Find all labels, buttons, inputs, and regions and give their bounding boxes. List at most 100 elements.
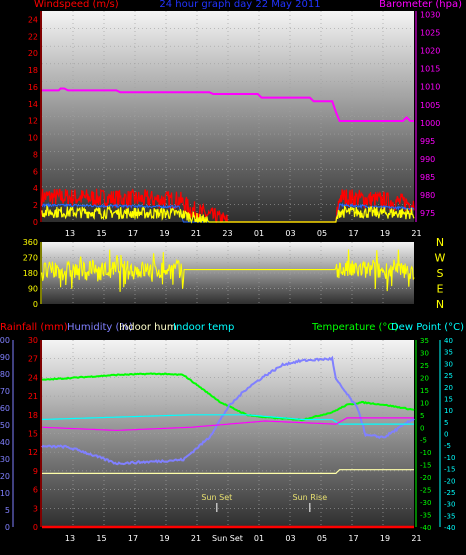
windspeed-axis-label: Windspeed (m/s) bbox=[34, 0, 119, 10]
rainfall-tick: 24 bbox=[28, 373, 38, 382]
dew-point-tick: 0 bbox=[444, 431, 448, 439]
windspeed-tick: 20 bbox=[28, 49, 38, 58]
dew-point-tick: 15 bbox=[444, 395, 453, 403]
dew-point-tick: -20 bbox=[444, 477, 455, 485]
windspeed-tick: 6 bbox=[33, 167, 38, 176]
dew-point-tick: 30 bbox=[444, 360, 453, 368]
rainfall-tick: 18 bbox=[28, 411, 38, 420]
temperature-tick: 10 bbox=[420, 399, 429, 407]
barometer-tick: 990 bbox=[420, 155, 435, 164]
barometer-tick: 1020 bbox=[420, 47, 440, 56]
x-tick-label: 13 bbox=[65, 534, 75, 543]
direction-tick: 90 bbox=[28, 285, 38, 294]
dew-point-tick: 35 bbox=[444, 349, 453, 357]
wind-plot-area bbox=[42, 11, 414, 222]
x-tick-label: 19 bbox=[380, 534, 390, 543]
compass-label: E bbox=[437, 283, 444, 296]
temperature-tick: 0 bbox=[420, 424, 424, 432]
direction-tick: 0 bbox=[33, 300, 38, 309]
dew-point-tick: 40 bbox=[444, 337, 453, 345]
barometer-line bbox=[42, 87, 414, 122]
barometer-axis-label: Barometer (hpa) bbox=[379, 0, 462, 10]
dew-point-tick: 25 bbox=[444, 372, 453, 380]
rainfall-tick: 3 bbox=[33, 504, 38, 513]
humidity-tick: 50 bbox=[0, 421, 10, 430]
barometer-tick: 1000 bbox=[420, 119, 440, 128]
indoor-hum-line bbox=[42, 469, 414, 474]
x-tick-label: 01 bbox=[254, 534, 264, 543]
x-tick-label: Sun Set bbox=[212, 534, 243, 543]
barometer-tick: 1030 bbox=[420, 11, 440, 20]
humidity-tick: 90 bbox=[0, 353, 10, 362]
barometer-tick: 1010 bbox=[420, 83, 440, 92]
temperature-tick: -30 bbox=[420, 499, 431, 507]
rainfall-tick: 12 bbox=[28, 448, 38, 457]
wind-series bbox=[41, 87, 415, 224]
x-tick-label: 17 bbox=[128, 534, 138, 543]
x-tick-label: 01 bbox=[254, 229, 264, 238]
humidity-tick: 40 bbox=[0, 438, 10, 447]
temperature-tick: 30 bbox=[420, 349, 429, 357]
temperature-series bbox=[41, 355, 415, 529]
dew-point-tick: -10 bbox=[444, 454, 455, 462]
dew-point-tick: 20 bbox=[444, 384, 453, 392]
temperature-tick: 25 bbox=[420, 362, 429, 370]
x-tick-label: 03 bbox=[285, 534, 295, 543]
windspeed-tick: 14 bbox=[28, 100, 38, 109]
indoor-temp-line bbox=[42, 417, 414, 432]
windspeed-tick: 18 bbox=[28, 66, 38, 75]
temperature-tick: -5 bbox=[420, 437, 427, 445]
windspeed-tick: 10 bbox=[28, 134, 38, 143]
temperature-tick: -15 bbox=[420, 462, 431, 470]
dew-point-tick: -5 bbox=[444, 442, 451, 450]
dew-point-axis-label: Dew Point (°C) bbox=[391, 322, 464, 333]
barometer-tick: 980 bbox=[420, 191, 435, 200]
humidity-tick: 10 bbox=[0, 489, 10, 498]
barometer-tick: 1025 bbox=[420, 29, 440, 38]
rainfall-tick: 15 bbox=[28, 430, 38, 439]
temperature-axes: 0369121518212427300510203040506070809010… bbox=[0, 336, 455, 543]
dew-point-tick: -30 bbox=[444, 501, 455, 509]
windspeed-tick: 0 bbox=[33, 218, 38, 227]
windspeed-tick: 22 bbox=[28, 32, 38, 41]
windspeed-tick: 16 bbox=[28, 83, 38, 92]
x-tick-label: 23 bbox=[222, 229, 232, 238]
indoor-temp-label: Indoor temp bbox=[173, 322, 234, 333]
indoor-hum-label: Indoor hum bbox=[119, 322, 177, 333]
windspeed-tick: 4 bbox=[33, 184, 38, 193]
rainfall-tick: 0 bbox=[33, 523, 38, 532]
humidity-tick: 70 bbox=[0, 387, 10, 396]
x-tick-label: 21 bbox=[191, 229, 201, 238]
temperature-tick: -25 bbox=[420, 487, 431, 495]
rainfall-tick: 27 bbox=[28, 355, 38, 364]
humidity-tick: 60 bbox=[0, 404, 10, 413]
sun-annotations: Sun Set Sun Rise bbox=[201, 493, 327, 512]
wind-avg-line bbox=[41, 204, 415, 224]
dew-point-line bbox=[41, 414, 414, 425]
compass-label: N bbox=[436, 236, 444, 249]
dew-point-tick: -15 bbox=[444, 466, 455, 474]
direction-tick: 270 bbox=[23, 254, 38, 263]
x-tick-label: 15 bbox=[96, 229, 106, 238]
humidity-tick: 80 bbox=[0, 370, 10, 379]
windspeed-tick: 12 bbox=[28, 117, 38, 126]
x-tick-label: 05 bbox=[317, 534, 327, 543]
humidity-line bbox=[41, 355, 415, 466]
humidity-tick: 5 bbox=[5, 506, 10, 515]
dew-point-tick: 5 bbox=[444, 419, 448, 427]
x-tick-label: 03 bbox=[285, 229, 295, 238]
dew-point-tick: -25 bbox=[444, 489, 455, 497]
direction-tick: 180 bbox=[23, 269, 38, 278]
temperature-tick: 15 bbox=[420, 387, 429, 395]
chart-title: 24 hour graph day 22 May 2011 bbox=[159, 0, 320, 10]
humidity-tick: 20 bbox=[0, 472, 10, 481]
compass-label: N bbox=[436, 298, 444, 311]
x-tick-label: 19 bbox=[159, 534, 169, 543]
x-tick-label: 05 bbox=[317, 229, 327, 238]
rainfall-tick: 21 bbox=[28, 392, 38, 401]
rainfall-axis-label: Rainfall (mm) bbox=[0, 322, 68, 333]
x-tick-label: 19 bbox=[380, 229, 390, 238]
sun-annotation: Sun Set bbox=[201, 493, 232, 502]
compass-label: W bbox=[435, 252, 446, 265]
temperature-tick: -35 bbox=[420, 512, 431, 520]
